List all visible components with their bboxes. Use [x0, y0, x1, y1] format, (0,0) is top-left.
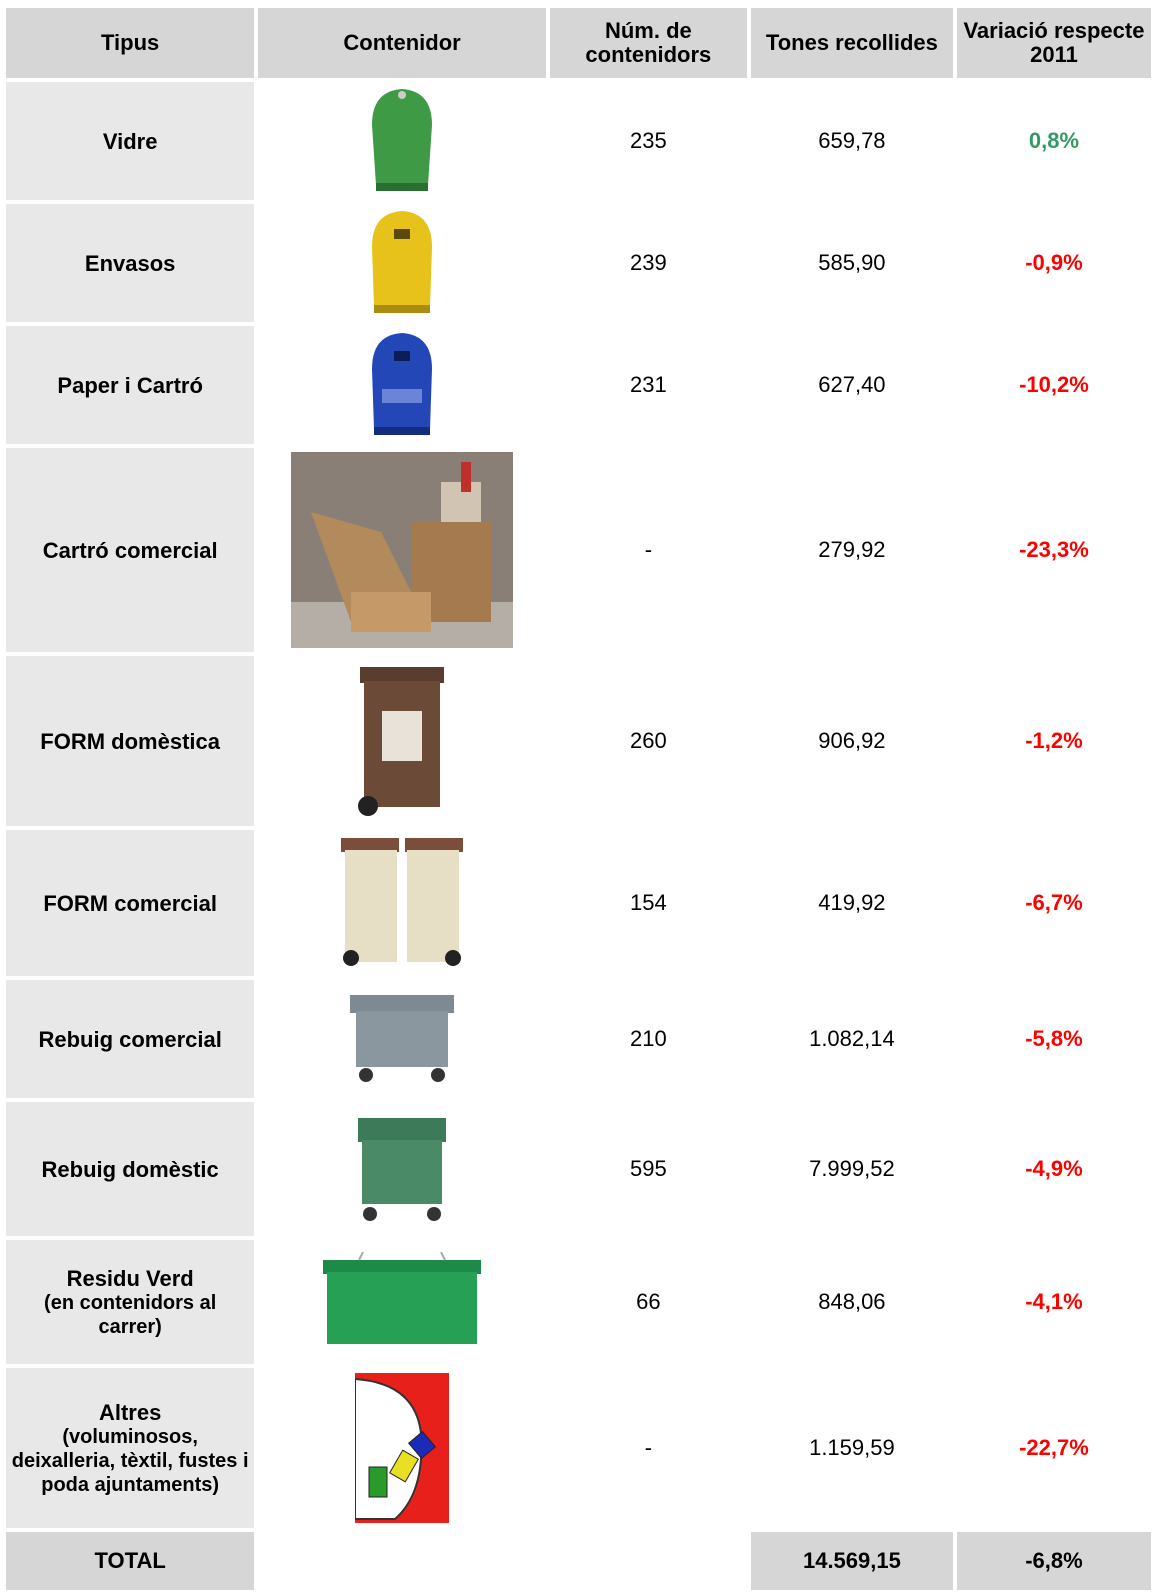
table-row: Rebuig comercial 210 1.082,14 -5,8%: [6, 980, 1151, 1098]
variation-cell: -1,2%: [1025, 728, 1083, 753]
table-row: Paper i Cartró 231 627,40 -10,2%: [6, 326, 1151, 444]
total-variation: -6,8%: [956, 1532, 1151, 1590]
empty-cell: [258, 1532, 546, 1590]
container-image: [372, 89, 433, 191]
tons-cell: 848,06: [818, 1289, 886, 1314]
variation-cell: -4,1%: [1025, 1289, 1083, 1314]
count-cell: -: [644, 1435, 653, 1460]
variation-cell: -4,9%: [1025, 1156, 1083, 1181]
table-row: Altres (voluminosos, deixalleria, tèxtil,…: [6, 1368, 1151, 1528]
header-row: Tipus Contenidor Núm. de contenidors Tones …: [6, 8, 1151, 78]
type-cell: FORM domèstica: [6, 656, 255, 826]
container-image: [341, 838, 464, 966]
count-cell: 235: [629, 128, 667, 153]
type-label: Rebuig comercial: [38, 1026, 222, 1052]
type-note: (voluminosos, deixalleria, tèxtil, fuste…: [11, 1425, 249, 1496]
type-cell: Envasos: [6, 204, 255, 322]
container-cell: [258, 204, 546, 322]
container-image: [358, 667, 445, 816]
header-cell: Variació respecte 2011: [956, 8, 1151, 78]
empty-cell: [550, 1532, 747, 1590]
container-cell: [258, 1240, 546, 1364]
tons-cell: 419,92: [818, 890, 886, 915]
type-cell: Residu Verd (en contenidors al carrer): [6, 1240, 255, 1364]
header-cell: Núm. de contenidors: [549, 8, 747, 78]
container-image: [358, 1118, 447, 1221]
variation-cell: -5,8%: [1025, 1026, 1083, 1051]
table-row: FORM comercial 154 419,92 -6,7%: [6, 830, 1151, 976]
table-row: Rebuig domèstic 595 7.999,52 -4,9%: [6, 1102, 1151, 1236]
table-row: Envasos 239 585,90 -0,9%: [6, 204, 1151, 322]
type-cell: Vidre: [6, 82, 255, 200]
total-row: TOTAL 14.569,15 -6,8%: [6, 1532, 1151, 1590]
type-note: (en contenidors al carrer): [44, 1291, 217, 1338]
variation-cell: -6,7%: [1025, 890, 1083, 915]
type-label: Vidre: [102, 128, 158, 154]
type-label: Altres: [98, 1399, 162, 1425]
count-cell: 595: [629, 1156, 667, 1181]
tons-cell: 659,78: [818, 128, 886, 153]
container-image: [291, 452, 514, 648]
table-body: Vidre 235 659,78 0,8% Envasos 239 585,90 -0,9% P…: [6, 82, 1151, 1590]
container-image: [350, 995, 455, 1082]
tons-cell: 627,40: [818, 372, 886, 397]
variation-cell: -10,2%: [1019, 372, 1089, 397]
table-row: Residu Verd (en contenidors al carrer) 66 8…: [6, 1240, 1151, 1364]
variation-cell: 0,8%: [1028, 128, 1080, 153]
variation-cell: -23,3%: [1019, 537, 1089, 562]
header-cell: Tipus: [6, 8, 255, 78]
container-cell: [258, 1368, 546, 1528]
variation-cell: -0,9%: [1025, 250, 1083, 275]
type-label: FORM domèstica: [40, 728, 220, 754]
type-cell: Altres (voluminosos, deixalleria, tèxtil,…: [6, 1368, 255, 1528]
tons-cell: 279,92: [818, 537, 886, 562]
container-cell: [258, 82, 546, 200]
container-image: [323, 1252, 482, 1344]
header-cell: Contenidor: [258, 8, 546, 78]
count-cell: -: [644, 537, 653, 562]
type-label: Paper i Cartró: [57, 372, 203, 398]
type-label: Cartró comercial: [42, 537, 218, 563]
container-cell: [258, 656, 546, 826]
count-cell: 239: [629, 250, 667, 275]
tons-cell: 1.082,14: [809, 1026, 895, 1051]
type-label: Residu Verd: [66, 1265, 194, 1291]
tons-cell: 906,92: [818, 728, 886, 753]
container-cell: [258, 830, 546, 976]
count-cell: 210: [629, 1026, 667, 1051]
type-label: Rebuig domèstic: [41, 1156, 219, 1182]
container-cell: [258, 326, 546, 444]
tons-cell: 1.159,59: [809, 1435, 895, 1460]
container-image: [372, 211, 433, 313]
header-cell: Tones recollides: [750, 8, 953, 78]
type-label: Envasos: [84, 250, 176, 276]
count-cell: 260: [629, 728, 667, 753]
container-cell: [258, 448, 546, 652]
total-label: TOTAL: [6, 1532, 255, 1590]
tons-cell: 7.999,52: [809, 1156, 895, 1181]
type-cell: Rebuig domèstic: [6, 1102, 255, 1236]
container-image: [372, 333, 433, 435]
table-row: Cartró comercial - 279,92 -23,3%: [6, 448, 1151, 652]
container-cell: [258, 1102, 546, 1236]
count-cell: 154: [629, 890, 667, 915]
table-row: Vidre 235 659,78 0,8%: [6, 82, 1151, 200]
table-row: FORM domèstica 260 906,92 -1,2%: [6, 656, 1151, 826]
count-cell: 66: [636, 1289, 661, 1314]
recycling-table: Tipus Contenidor Núm. de contenidors Tones …: [2, 4, 1155, 1594]
count-cell: 231: [629, 372, 667, 397]
type-label: FORM comercial: [43, 890, 217, 916]
type-cell: Cartró comercial: [6, 448, 255, 652]
container-cell: [258, 980, 546, 1098]
type-cell: Paper i Cartró: [6, 326, 255, 444]
tons-cell: 585,90: [818, 250, 886, 275]
variation-cell: -22,7%: [1019, 1435, 1089, 1460]
container-image: [355, 1373, 450, 1523]
type-cell: FORM comercial: [6, 830, 255, 976]
type-cell: Rebuig comercial: [6, 980, 255, 1098]
total-tons: 14.569,15: [750, 1532, 953, 1590]
